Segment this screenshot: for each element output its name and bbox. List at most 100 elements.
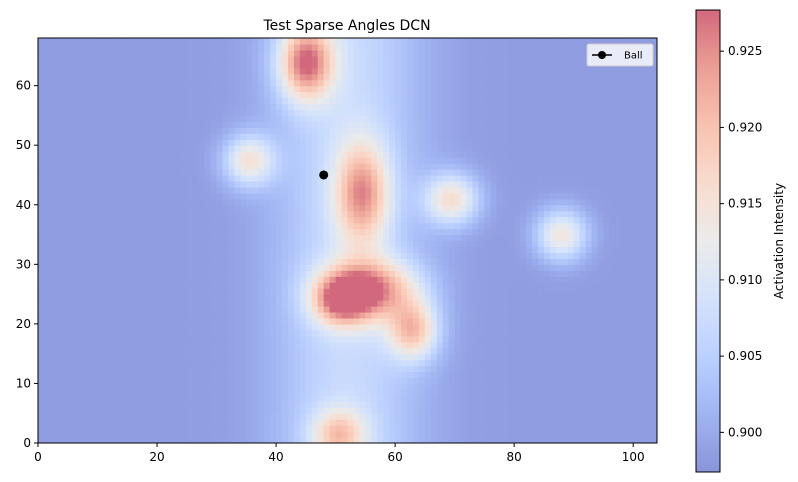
- heatmap-cell: [216, 73, 224, 81]
- heatmap-cell: [335, 169, 343, 176]
- heatmap-cell: [139, 73, 146, 81]
- heatmap-cell: [389, 234, 396, 242]
- heatmap-cell: [276, 79, 283, 87]
- heatmap-cell: [38, 288, 45, 295]
- heatmap-cell: [454, 222, 462, 230]
- heatmap-cell: [162, 61, 170, 69]
- heatmap-cell: [97, 43, 105, 51]
- heatmap-cell: [293, 133, 301, 140]
- heatmap-cell: [454, 389, 462, 396]
- heatmap-cell: [38, 341, 45, 349]
- heatmap-cell: [424, 377, 432, 385]
- heatmap-cell: [258, 276, 265, 283]
- heatmap-cell: [353, 234, 360, 242]
- heatmap-cell: [234, 371, 241, 379]
- heatmap-cell: [73, 437, 81, 443]
- heatmap-cell: [252, 347, 259, 355]
- heatmap-cell: [85, 317, 93, 325]
- heatmap-cell: [276, 437, 283, 443]
- heatmap-cell: [85, 252, 93, 259]
- heatmap-cell: [335, 55, 343, 63]
- heatmap-cell: [383, 437, 390, 443]
- heatmap-cell: [418, 234, 426, 242]
- heatmap-cell: [311, 210, 319, 218]
- heatmap-cell: [198, 401, 206, 408]
- heatmap-cell: [299, 216, 307, 224]
- heatmap-cell: [103, 151, 111, 158]
- heatmap-cell: [264, 317, 271, 325]
- heatmap-cell: [79, 169, 87, 176]
- heatmap-cell: [389, 43, 396, 51]
- heatmap-cell: [305, 431, 313, 438]
- heatmap-cell: [341, 109, 349, 117]
- heatmap-cell: [180, 288, 188, 295]
- heatmap-cell: [276, 163, 283, 170]
- heatmap-cell: [186, 306, 194, 313]
- heatmap-cell: [448, 133, 456, 140]
- heatmap-cell: [293, 61, 301, 69]
- heatmap-cell: [323, 79, 331, 87]
- heatmap-cell: [192, 258, 200, 265]
- heatmap-cell: [157, 335, 164, 343]
- heatmap-cell: [389, 67, 396, 75]
- heatmap-cell: [61, 252, 69, 259]
- heatmap-cell: [43, 67, 51, 75]
- heatmap-cell: [121, 437, 128, 443]
- heatmap-cell: [282, 431, 289, 438]
- heatmap-cell: [383, 401, 390, 408]
- heatmap-cell: [430, 341, 438, 349]
- heatmap-cell: [311, 270, 319, 277]
- heatmap-cell: [371, 97, 378, 105]
- heatmap-cell: [311, 365, 319, 373]
- heatmap-cell: [323, 234, 331, 242]
- heatmap-cell: [162, 91, 170, 99]
- heatmap-cell: [347, 43, 355, 51]
- heatmap-cell: [204, 198, 212, 206]
- heatmap-cell: [335, 234, 343, 242]
- heatmap-cell: [412, 228, 420, 236]
- heatmap-cell: [436, 38, 444, 45]
- heatmap-cell: [103, 359, 111, 367]
- heatmap-cell: [151, 43, 158, 51]
- heatmap-cell: [121, 151, 128, 158]
- heatmap-cell: [383, 115, 390, 122]
- heatmap-cell: [466, 294, 474, 301]
- heatmap-cell: [299, 192, 307, 200]
- heatmap-cell: [186, 49, 194, 57]
- heatmap-cell: [287, 365, 295, 373]
- heatmap-cell: [389, 169, 396, 176]
- heatmap-cell: [91, 204, 99, 212]
- heatmap-cell: [270, 276, 277, 283]
- heatmap-cell: [61, 323, 69, 331]
- heatmap-cell: [61, 270, 69, 277]
- heatmap-cell: [246, 222, 253, 230]
- heatmap-cell: [412, 163, 420, 170]
- heatmap-cell: [329, 91, 337, 99]
- heatmap-cell: [293, 139, 301, 146]
- heatmap-cell: [133, 335, 140, 343]
- heatmap-cell: [407, 288, 414, 295]
- heatmap-cell: [383, 109, 390, 117]
- heatmap-cell: [204, 270, 212, 277]
- heatmap-cell: [389, 437, 396, 443]
- heatmap-cell: [299, 311, 307, 319]
- heatmap-cell: [276, 365, 283, 373]
- heatmap-cell: [258, 127, 265, 134]
- heatmap-cell: [329, 300, 337, 307]
- heatmap-cell: [460, 329, 468, 337]
- heatmap-cell: [157, 282, 164, 289]
- heatmap-cell: [103, 258, 111, 265]
- heatmap-cell: [204, 323, 212, 331]
- heatmap-cell: [133, 174, 140, 182]
- heatmap-cell: [389, 121, 396, 128]
- heatmap-cell: [371, 157, 378, 164]
- heatmap-cell: [454, 121, 462, 128]
- heatmap-cell: [293, 186, 301, 194]
- heatmap-cell: [79, 85, 87, 93]
- heatmap-cell: [228, 264, 236, 271]
- heatmap-cell: [174, 413, 182, 420]
- heatmap-cell: [222, 43, 230, 51]
- heatmap-cell: [67, 365, 75, 373]
- heatmap-cell: [222, 174, 230, 182]
- heatmap-cell: [162, 437, 170, 443]
